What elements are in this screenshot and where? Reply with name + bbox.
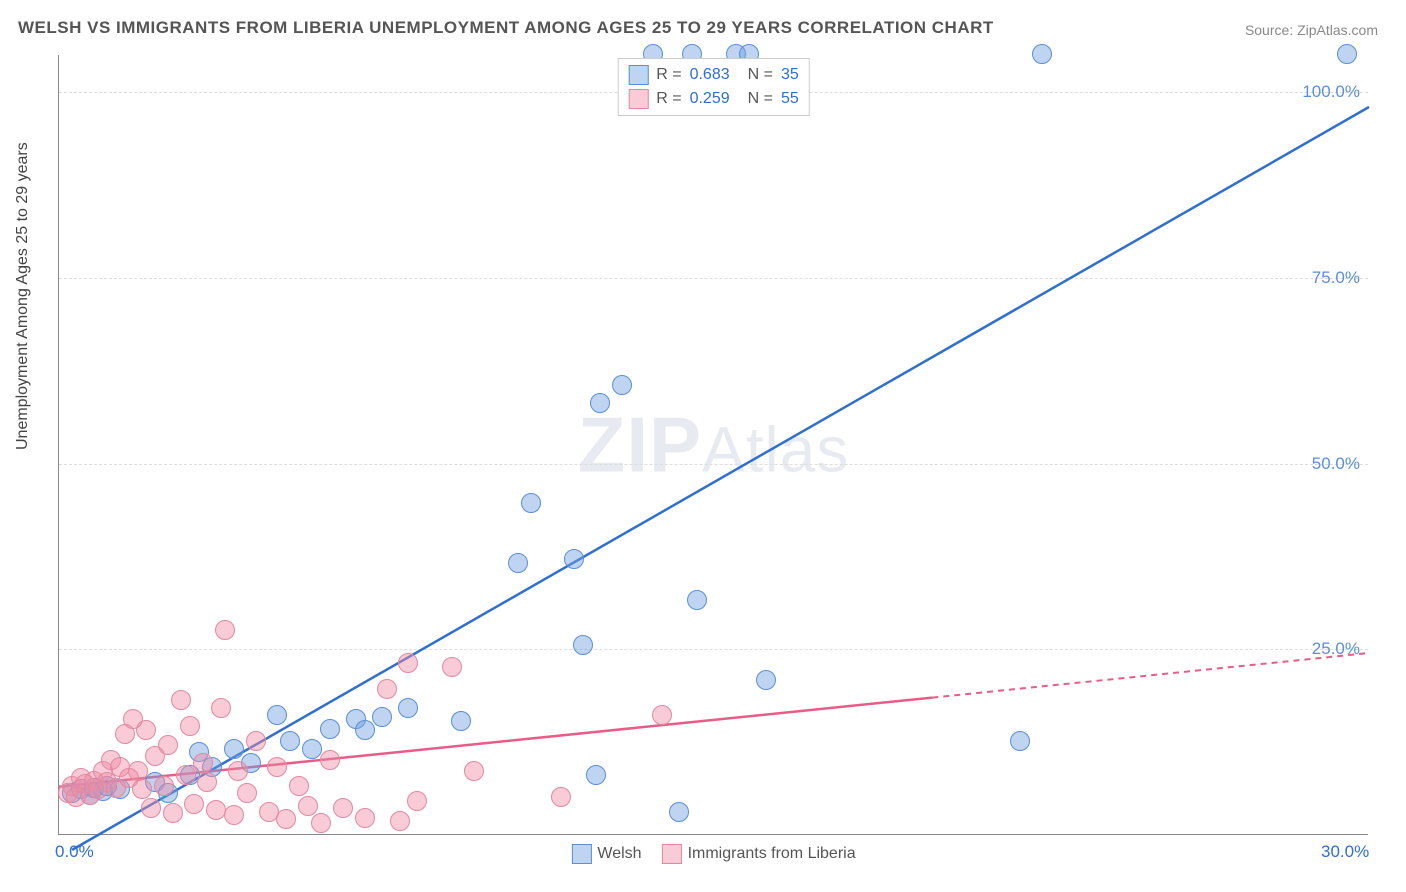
data-point [176,765,196,785]
data-point [276,809,296,829]
legend-n-value: 55 [781,90,799,108]
legend-swatch [628,89,648,109]
y-tick-label: 75.0% [1312,268,1360,288]
data-point [224,739,244,759]
legend-n-label: N = [748,66,773,84]
data-point [464,761,484,781]
y-tick-label: 25.0% [1312,639,1360,659]
y-axis-label: Unemployment Among Ages 25 to 29 years [14,142,32,450]
data-point [398,698,418,718]
data-point [442,657,462,677]
data-point [267,705,287,725]
correlation-legend: R = 0.683 N = 35 R = 0.259 N = 55 [617,58,810,116]
data-point [333,798,353,818]
data-point [407,791,427,811]
data-point [551,787,571,807]
data-point [289,776,309,796]
data-point [215,620,235,640]
data-point [398,653,418,673]
data-point [237,783,257,803]
data-point [141,798,161,818]
data-point [756,670,776,690]
legend-series-item: Welsh [571,844,641,864]
data-point [171,690,191,710]
data-point [193,753,213,773]
data-point [573,635,593,655]
data-point [1032,44,1052,64]
legend-swatch [662,844,682,864]
data-point [132,779,152,799]
legend-n-value: 35 [781,66,799,84]
legend-series-label: Welsh [597,845,641,863]
data-point [586,765,606,785]
x-tick-label: 30.0% [1321,842,1369,862]
data-point [163,803,183,823]
data-point [180,716,200,736]
data-point [508,553,528,573]
data-point [224,805,244,825]
x-tick-label: 0.0% [55,842,94,862]
data-point [355,720,375,740]
data-point [320,719,340,739]
trend-lines [59,55,1368,834]
data-point [246,731,266,751]
data-point [355,808,375,828]
data-point [228,761,248,781]
legend-swatch [628,65,648,85]
y-tick-label: 100.0% [1302,82,1360,102]
y-tick-label: 50.0% [1312,454,1360,474]
data-point [377,679,397,699]
legend-r-label: R = [656,66,681,84]
data-point [1337,44,1357,64]
watermark: ZIPAtlas [578,399,850,490]
data-point [521,493,541,513]
gridline [59,278,1368,279]
data-point [211,698,231,718]
legend-row: R = 0.259 N = 55 [628,87,799,111]
data-point [687,590,707,610]
data-point [564,549,584,569]
data-point [298,796,318,816]
data-point [669,802,689,822]
legend-swatch [571,844,591,864]
data-point [197,772,217,792]
data-point [320,750,340,770]
legend-n-label: N = [748,90,773,108]
data-point [154,776,174,796]
legend-r-label: R = [656,90,681,108]
watermark-light: Atlas [702,413,849,485]
data-point [311,813,331,833]
data-point [451,711,471,731]
trend-line-dashed [932,653,1369,698]
data-point [612,375,632,395]
data-point [590,393,610,413]
legend-series-item: Immigrants from Liberia [662,844,856,864]
data-point [652,705,672,725]
legend-row: R = 0.683 N = 35 [628,63,799,87]
plot-area: ZIPAtlas 25.0% 50.0% 75.0% 100.0% R = 0.683… [58,55,1368,835]
data-point [184,794,204,814]
legend-r-value: 0.683 [690,66,730,84]
data-point [390,811,410,831]
data-point [136,720,156,740]
data-point [372,707,392,727]
legend-r-value: 0.259 [690,90,730,108]
data-point [267,757,287,777]
trend-line-solid [72,107,1369,850]
legend-series-label: Immigrants from Liberia [688,845,856,863]
data-point [158,735,178,755]
gridline [59,464,1368,465]
data-point [280,731,300,751]
source-attribution: Source: ZipAtlas.com [1245,22,1378,38]
watermark-bold: ZIP [578,400,702,488]
gridline [59,649,1368,650]
series-legend: Welsh Immigrants from Liberia [571,844,855,864]
data-point [128,761,148,781]
data-point [1010,731,1030,751]
chart-title: WELSH VS IMMIGRANTS FROM LIBERIA UNEMPLO… [18,18,994,38]
